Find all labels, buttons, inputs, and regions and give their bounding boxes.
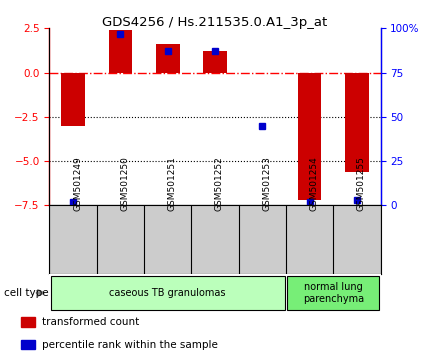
Text: transformed count: transformed count bbox=[42, 317, 139, 327]
Text: percentile rank within the sample: percentile rank within the sample bbox=[42, 339, 218, 350]
Bar bbox=[156, 44, 180, 73]
Text: GSM501255: GSM501255 bbox=[357, 156, 366, 211]
Bar bbox=[61, 73, 85, 126]
Text: GSM501250: GSM501250 bbox=[120, 156, 129, 211]
Text: caseous TB granulomas: caseous TB granulomas bbox=[110, 288, 226, 298]
Text: cell type: cell type bbox=[4, 288, 49, 298]
Bar bbox=[298, 73, 321, 200]
Bar bbox=[250, 73, 274, 74]
Bar bbox=[203, 51, 227, 73]
Text: GSM501249: GSM501249 bbox=[73, 156, 82, 211]
Bar bbox=[21, 340, 35, 349]
Bar bbox=[51, 276, 285, 310]
Text: GSM501252: GSM501252 bbox=[215, 156, 224, 211]
Text: normal lung
parenchyma: normal lung parenchyma bbox=[303, 282, 364, 304]
Bar bbox=[21, 318, 35, 327]
Text: GDS4256 / Hs.211535.0.A1_3p_at: GDS4256 / Hs.211535.0.A1_3p_at bbox=[102, 16, 328, 29]
Text: GSM501253: GSM501253 bbox=[262, 156, 271, 211]
Bar bbox=[108, 30, 132, 73]
Bar bbox=[287, 276, 379, 310]
Text: GSM501254: GSM501254 bbox=[310, 156, 319, 211]
Text: GSM501251: GSM501251 bbox=[168, 156, 177, 211]
Bar bbox=[345, 73, 369, 172]
